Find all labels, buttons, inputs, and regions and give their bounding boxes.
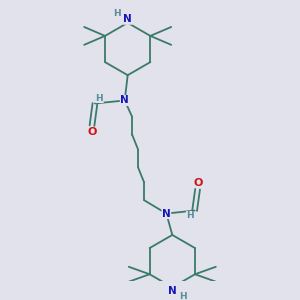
Text: N: N <box>120 95 129 106</box>
Text: O: O <box>194 178 203 188</box>
Text: N: N <box>168 286 177 296</box>
Text: H: H <box>96 94 103 103</box>
Text: N: N <box>123 14 132 24</box>
Text: O: O <box>87 127 97 137</box>
Text: N: N <box>162 208 171 218</box>
Text: H: H <box>186 212 194 220</box>
Text: H: H <box>179 292 187 300</box>
Text: H: H <box>113 9 121 18</box>
